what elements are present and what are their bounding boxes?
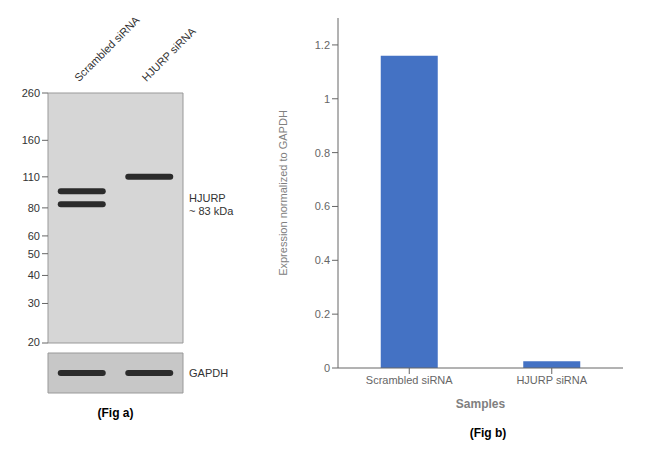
svg-text:0.6: 0.6 — [315, 200, 330, 212]
svg-text:40: 40 — [28, 269, 40, 281]
html-text:(Fig b): (Fig b) — [469, 426, 507, 440]
svg-text:Expression normalized to GAPDH: Expression normalized to GAPDH — [277, 110, 289, 276]
svg-text:1.2: 1.2 — [315, 39, 330, 51]
svg-text:1: 1 — [324, 93, 330, 105]
svg-text:160: 160 — [22, 134, 40, 146]
svg-text:HJURP~ 83 kDa: HJURP~ 83 kDa — [189, 192, 234, 217]
svg-text:0.8: 0.8 — [315, 147, 330, 159]
svg-text:80: 80 — [28, 202, 40, 214]
svg-text:0.2: 0.2 — [315, 308, 330, 320]
svg-text:Scrambled siRNA: Scrambled siRNA — [366, 374, 453, 386]
svg-text:GAPDH: GAPDH — [189, 367, 228, 379]
svg-text:Samples: Samples — [456, 397, 506, 411]
svg-text:HJURP siRNA: HJURP siRNA — [516, 374, 587, 386]
svg-text:110: 110 — [22, 171, 40, 183]
svg-text:50: 50 — [28, 248, 40, 260]
svg-text:260: 260 — [22, 87, 40, 99]
svg-text:HJURP siRNA: HJURP siRNA — [139, 25, 198, 84]
svg-text:60: 60 — [28, 230, 40, 242]
html-text:(Fig a): (Fig a) — [97, 406, 134, 420]
svg-text:30: 30 — [28, 297, 40, 309]
svg-text:Scrambled siRNA: Scrambled siRNA — [72, 13, 142, 83]
svg-text:0.4: 0.4 — [315, 254, 330, 266]
svg-text:20: 20 — [28, 336, 40, 348]
svg-text:0: 0 — [324, 362, 330, 374]
